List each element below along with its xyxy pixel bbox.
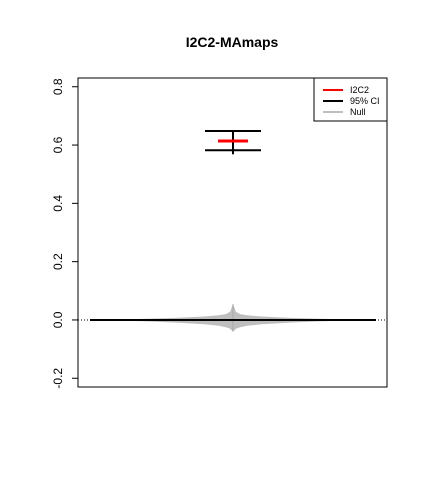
legend-label-i2c2: I2C2 [350,85,369,95]
y-tick-label: 0.8 [51,78,65,95]
estimate-marks [205,130,261,155]
null-distribution [78,303,387,332]
plot-frame [77,77,388,388]
y-tick-label: 0.4 [51,195,65,212]
y-tick-label: 0.0 [51,311,65,328]
y-axis: -0.2 0.0 0.2 0.4 0.6 0.8 [51,78,79,389]
legend-box [313,77,388,122]
legend-label-ci: 95% CI [350,96,380,106]
y-tick-label: 0.6 [51,136,65,153]
y-tick-label: -0.2 [51,368,65,389]
legend: I2C2 95% CI Null [313,77,388,122]
chart-title: I2C2-MAmaps [186,34,279,50]
legend-label-null: Null [350,107,366,117]
y-tick-label: 0.2 [51,253,65,270]
